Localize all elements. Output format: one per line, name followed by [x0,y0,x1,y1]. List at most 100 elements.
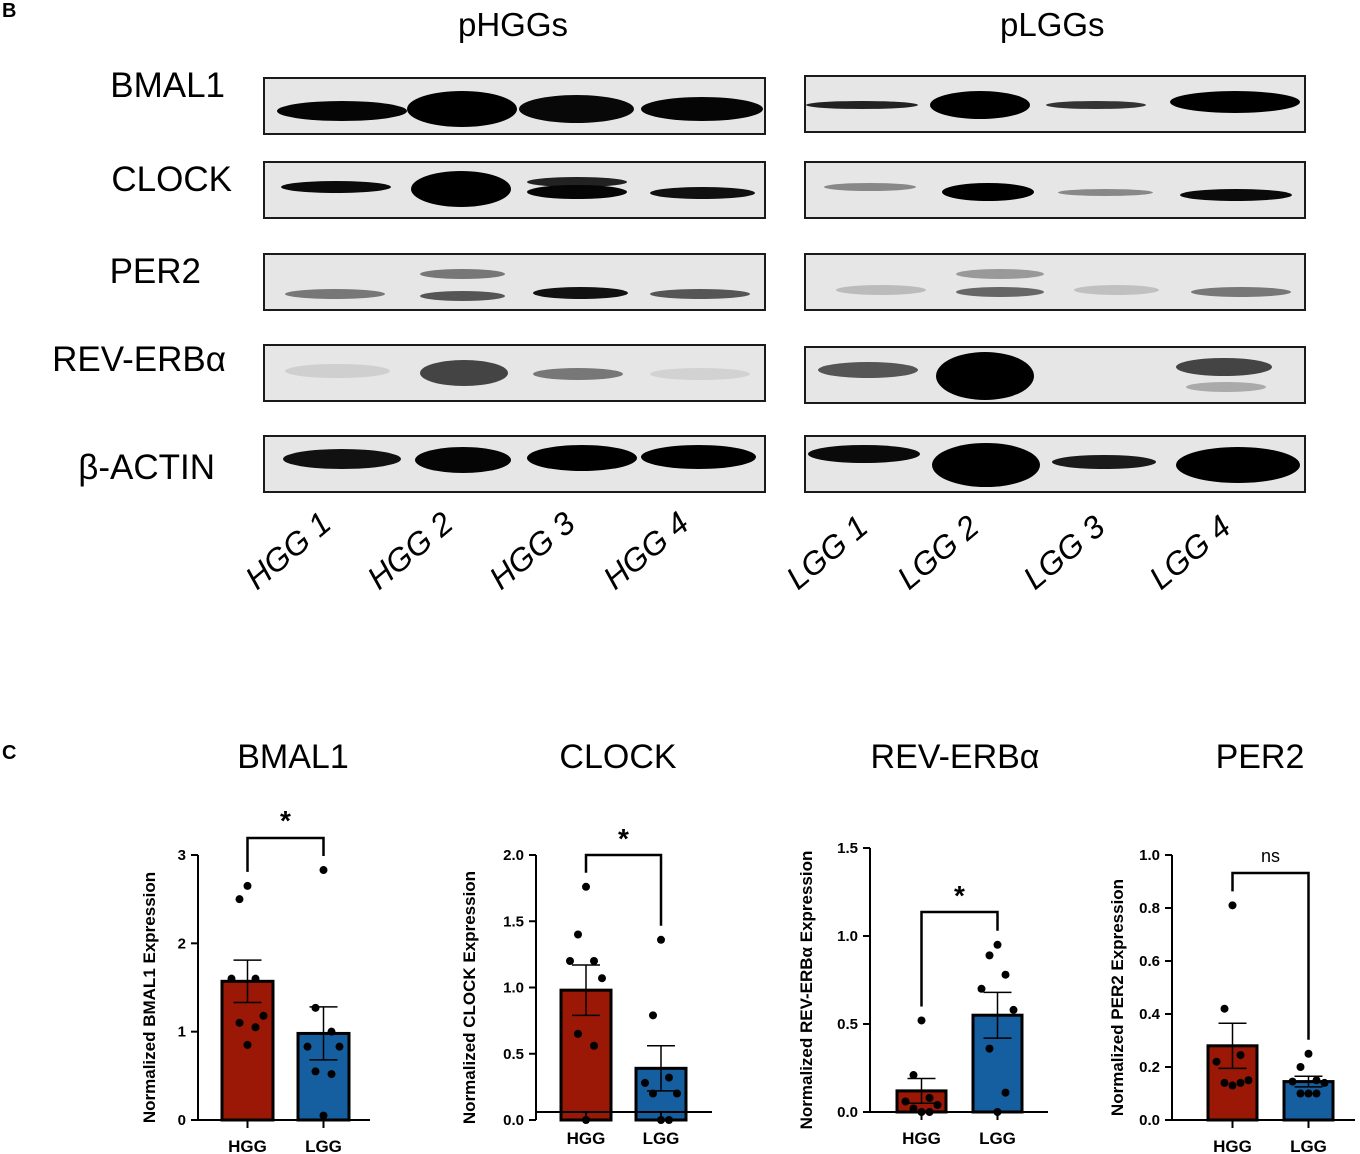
x-tick-label-hgg: HGG [1213,1137,1252,1154]
x-tick-label-lgg: LGG [643,1129,680,1148]
data-point [1296,1063,1305,1071]
significance-label: ns [1261,846,1280,866]
data-point [566,957,574,965]
data-point [1304,1049,1313,1058]
data-point [303,1042,312,1051]
y-axis-label: Normalized PER2 Expression [1108,879,1127,1116]
significance-label: * [280,805,291,836]
data-point [243,1040,252,1049]
y-tick-label: 2.0 [503,847,524,864]
data-point [227,974,236,983]
data-point [251,974,260,983]
data-point [901,1097,910,1106]
panel-c-label: C [2,742,17,764]
significance-bracket [1231,871,1310,1040]
row-label-per2: PER2 [109,252,201,291]
y-tick-label: 1.5 [503,913,524,930]
chart-title-per2: PER2 [1215,738,1305,776]
data-point [1320,1078,1329,1087]
data-point [985,1044,994,1053]
data-point [590,957,598,965]
data-point [1009,1005,1018,1014]
data-point [1244,1076,1253,1085]
chart-title-clock: CLOCK [559,738,677,776]
y-tick-label: 0.8 [1139,900,1160,917]
data-point [1220,1004,1229,1013]
y-tick-label: 0.0 [503,1112,524,1129]
blot-lgg-per2 [804,253,1306,311]
y-axis-label: Normalized REV-ERBα Expression [797,851,816,1130]
data-point [977,984,986,993]
data-point [993,940,1002,949]
group-title-plggs: pLGGs [1000,6,1105,43]
significance-bracket [246,836,325,872]
significance-label: * [954,880,965,911]
data-point [649,1089,657,1098]
data-point [657,935,665,944]
y-tick-label: 0.0 [1139,1112,1160,1129]
chart-clock: 0.0 0.5 1.0 1.5 2.0 HGG LGG Normalized CLOCK Ex… [460,823,712,1148]
y-tick-label: 3 [178,847,186,864]
data-point [574,1029,582,1038]
data-point [319,1111,328,1120]
data-point [1236,1051,1245,1060]
data-point [1236,1078,1245,1087]
data-point [327,1027,336,1036]
chart-rev-erb-: 0.0 0.5 1.0 1.5 HGG LGG Normalized REV-ERBα Ex… [797,840,1048,1148]
y-tick-label: 1.0 [837,928,858,945]
panel-b-label: B [2,0,17,22]
y-tick-label: 0.5 [837,1016,858,1033]
data-point [243,881,252,890]
data-point [641,1078,649,1087]
data-point [1304,1089,1313,1098]
chart-bmal1: 0 1 2 3 HGG LGG Normalized BMAL1 Expression * [140,805,370,1154]
data-point [1312,1089,1321,1098]
data-point [582,882,590,891]
data-point [909,1071,918,1080]
y-tick-label: 1.0 [1139,847,1160,864]
x-tick-label-hgg: HGG [228,1137,267,1154]
y-axis-label: Normalized BMAL1 Expression [140,872,159,1123]
data-point [1296,1089,1305,1098]
data-point [1220,1078,1229,1087]
row-label-clock: CLOCK [111,160,232,199]
blot-lgg-clock [804,161,1306,219]
data-point [590,1041,598,1050]
y-tick-label: 1 [178,1024,186,1041]
data-point [259,1011,268,1020]
row-label-beta-actin: β-ACTIN [78,448,215,487]
data-point [251,1023,260,1032]
x-tick-label-hgg: HGG [902,1129,941,1148]
data-point [1288,1077,1297,1086]
y-tick-label: 0.5 [503,1046,524,1063]
data-point [319,866,328,875]
data-point [335,1042,344,1051]
data-point [665,1116,673,1124]
x-tick-label-lgg: LGG [305,1137,342,1154]
y-tick-label: 1.5 [837,840,858,857]
data-point [925,1093,934,1102]
data-point [311,1003,320,1012]
blot-hgg-bmal1 [263,77,766,135]
data-point [917,1016,926,1025]
data-point [1212,1057,1221,1066]
group-title-phggs: pHGGs [458,6,569,43]
chart-per2: 0.0 0.2 0.4 0.6 0.8 1.0 HGG LGG Normalized PER2 … [1108,846,1355,1154]
data-point [909,1104,918,1113]
data-point [235,1018,244,1027]
y-tick-label: 1.0 [503,980,524,997]
significance-bracket [584,853,663,926]
data-point [933,1100,942,1109]
y-axis-label: Normalized CLOCK Expression [460,871,479,1124]
blot-hgg-per2 [263,253,766,311]
data-point [1228,1081,1237,1090]
data-point [673,1089,681,1098]
data-point [649,1011,657,1020]
significance-bracket [920,910,999,1007]
blot-lgg-bmal1 [804,75,1306,133]
y-tick-label: 0.4 [1139,1006,1161,1023]
data-point [235,895,244,904]
data-point [1228,901,1237,910]
x-tick-label-hgg: HGG [567,1129,606,1148]
